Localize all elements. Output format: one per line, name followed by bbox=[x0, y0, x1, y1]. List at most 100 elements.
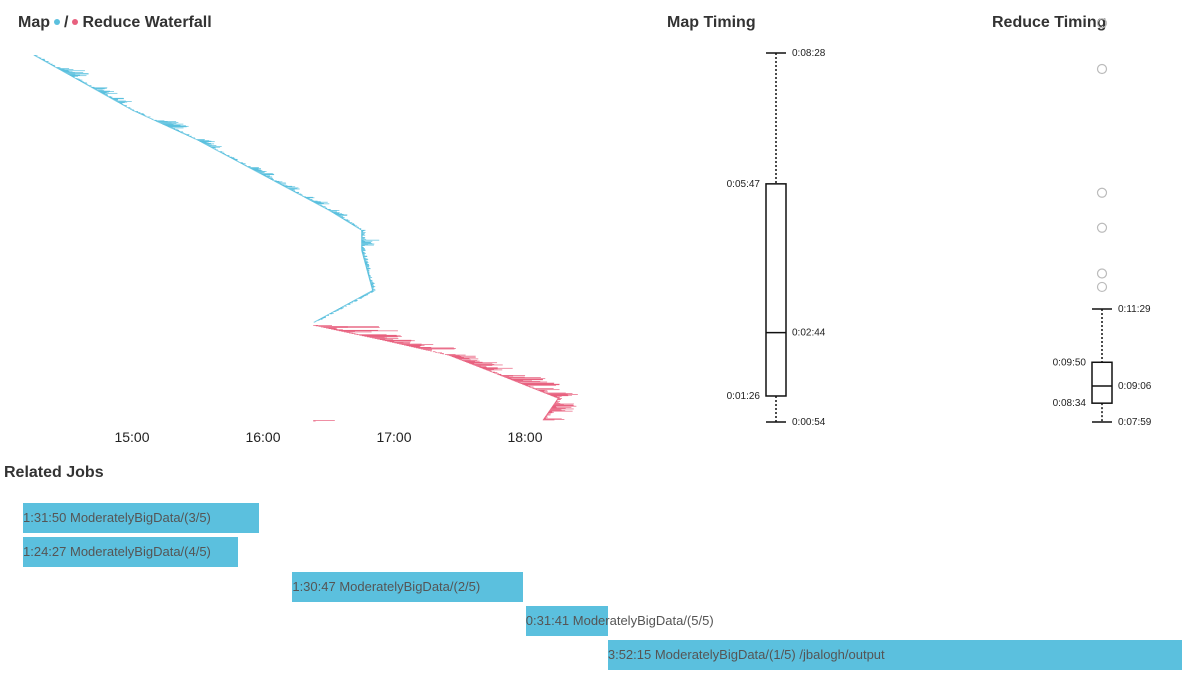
reduce-task-bar bbox=[331, 328, 338, 330]
reduce-task-bar bbox=[313, 325, 333, 326]
reduce-timing-boxplot: 0:11:29 0:07:59 0:09:06 0:09:50 0:08:34 bbox=[1053, 18, 1152, 428]
map-task-bar bbox=[147, 117, 149, 118]
map-task-bar bbox=[357, 298, 362, 299]
map-task-bar bbox=[202, 142, 207, 144]
map-task-bar bbox=[371, 289, 376, 290]
map-task-bar bbox=[340, 217, 345, 218]
reduce-task-bar bbox=[425, 349, 429, 351]
map-task-bar bbox=[171, 128, 175, 129]
map-task-bar bbox=[370, 284, 374, 286]
map-task-bar bbox=[213, 148, 216, 150]
map-task-bar bbox=[371, 286, 375, 288]
map-task-bar bbox=[139, 113, 144, 114]
map-task-bar bbox=[361, 238, 365, 239]
map-task-bar bbox=[233, 159, 238, 161]
map-task-bar bbox=[198, 140, 212, 142]
map-task-bar bbox=[35, 56, 38, 57]
map-task-bar bbox=[371, 287, 375, 289]
reduce-task-bar bbox=[499, 375, 526, 376]
map-task-bar bbox=[154, 120, 165, 122]
reduce-task-bar bbox=[548, 394, 578, 395]
map-task-bar bbox=[361, 240, 373, 242]
map-task-bar bbox=[346, 304, 351, 305]
map-task-bar bbox=[365, 264, 369, 265]
map-task-bar bbox=[361, 241, 366, 243]
reduce-task-bar bbox=[517, 382, 521, 383]
map-task-bar bbox=[212, 147, 214, 149]
map-task-bar bbox=[361, 235, 363, 237]
map-task-bar bbox=[103, 94, 108, 95]
reduce-task-bar bbox=[367, 336, 398, 338]
map-task-bar bbox=[345, 304, 347, 306]
map-task-bar bbox=[353, 300, 358, 301]
reduce-task-bar bbox=[469, 362, 493, 364]
related-job-bar[interactable] bbox=[525, 606, 608, 636]
reduce-task-bar bbox=[411, 346, 420, 348]
map-task-bar bbox=[367, 273, 370, 275]
map-task-bar bbox=[365, 293, 369, 295]
map-task-bar bbox=[358, 228, 362, 229]
map-task-bar bbox=[342, 306, 344, 308]
map-task-bar bbox=[361, 231, 364, 233]
map-task-bar bbox=[87, 85, 92, 86]
map-task-bar bbox=[80, 81, 84, 83]
map-task-bar bbox=[182, 133, 185, 134]
map-task-bar bbox=[308, 199, 313, 200]
reduce-task-bar bbox=[404, 344, 422, 346]
map-task-bar bbox=[102, 93, 106, 95]
map-task-bar bbox=[309, 199, 313, 201]
reduce-task-bar bbox=[374, 338, 399, 339]
map-task-bar bbox=[273, 180, 277, 182]
map-task-bar bbox=[293, 191, 296, 193]
map-task-bar bbox=[128, 107, 130, 109]
related-job-bar[interactable] bbox=[607, 640, 1182, 670]
map-task-bar bbox=[370, 283, 375, 284]
map-task-bar bbox=[257, 172, 265, 173]
related-job-label[interactable]: 0:31:41 ModeratelyBigData/(5/5) bbox=[525, 613, 714, 628]
map-task-bar bbox=[56, 67, 61, 69]
map-task-bar bbox=[142, 114, 145, 116]
map-task-bar bbox=[326, 209, 331, 210]
related-job-bar[interactable] bbox=[292, 572, 524, 602]
related-job-label[interactable]: 1:24:27 ModeratelyBigData/(4/5) bbox=[23, 544, 211, 559]
map-task-bar bbox=[216, 150, 218, 151]
map-task-bar bbox=[122, 104, 125, 106]
related-job-bar[interactable] bbox=[23, 503, 259, 533]
related-job-label[interactable]: 3:52:15 ModeratelyBigData/(1/5) /jbalogh… bbox=[607, 647, 885, 662]
map-task-bar bbox=[90, 86, 95, 88]
map-task-bar bbox=[258, 172, 263, 174]
map-task-bar bbox=[339, 308, 343, 309]
map-task-bar bbox=[362, 255, 368, 257]
map-task-bar bbox=[344, 305, 346, 306]
map-task-bar bbox=[336, 309, 340, 310]
map-task-bar bbox=[355, 299, 357, 300]
map-task-bar bbox=[348, 222, 353, 223]
map-task-bar bbox=[224, 154, 227, 156]
related-job-label[interactable]: 1:31:50 ModeratelyBigData/(3/5) bbox=[23, 510, 211, 525]
reduce-task-bar bbox=[523, 384, 560, 386]
related-job-bar[interactable] bbox=[23, 537, 239, 567]
reduce-task-bar bbox=[416, 347, 454, 349]
map-task-bar bbox=[253, 169, 263, 171]
map-task-bar bbox=[313, 321, 316, 323]
map-task-bar bbox=[206, 144, 212, 146]
map-task-bar bbox=[361, 239, 367, 240]
map-task-bar bbox=[361, 231, 364, 232]
reduce-task-bar bbox=[442, 353, 444, 355]
map-task-bar bbox=[359, 228, 362, 230]
map-task-bar bbox=[286, 187, 299, 189]
related-job-label[interactable]: 1:30:47 ModeratelyBigData/(2/5) bbox=[292, 579, 481, 594]
whisker-high-label: 0:08:28 bbox=[792, 48, 826, 59]
map-task-bar bbox=[71, 75, 79, 77]
map-task-bar bbox=[371, 290, 374, 292]
map-task-bar bbox=[140, 113, 144, 115]
reduce-task-bar bbox=[501, 375, 514, 377]
map-task-bar bbox=[41, 59, 45, 61]
reduce-task-bar bbox=[502, 376, 510, 377]
map-task-bar bbox=[285, 187, 288, 188]
reduce-task-bar bbox=[474, 365, 493, 366]
reduce-task-bar bbox=[548, 410, 573, 412]
reduce-task-bar bbox=[543, 418, 562, 420]
map-task-bar bbox=[281, 184, 285, 186]
map-task-bar bbox=[108, 96, 113, 98]
